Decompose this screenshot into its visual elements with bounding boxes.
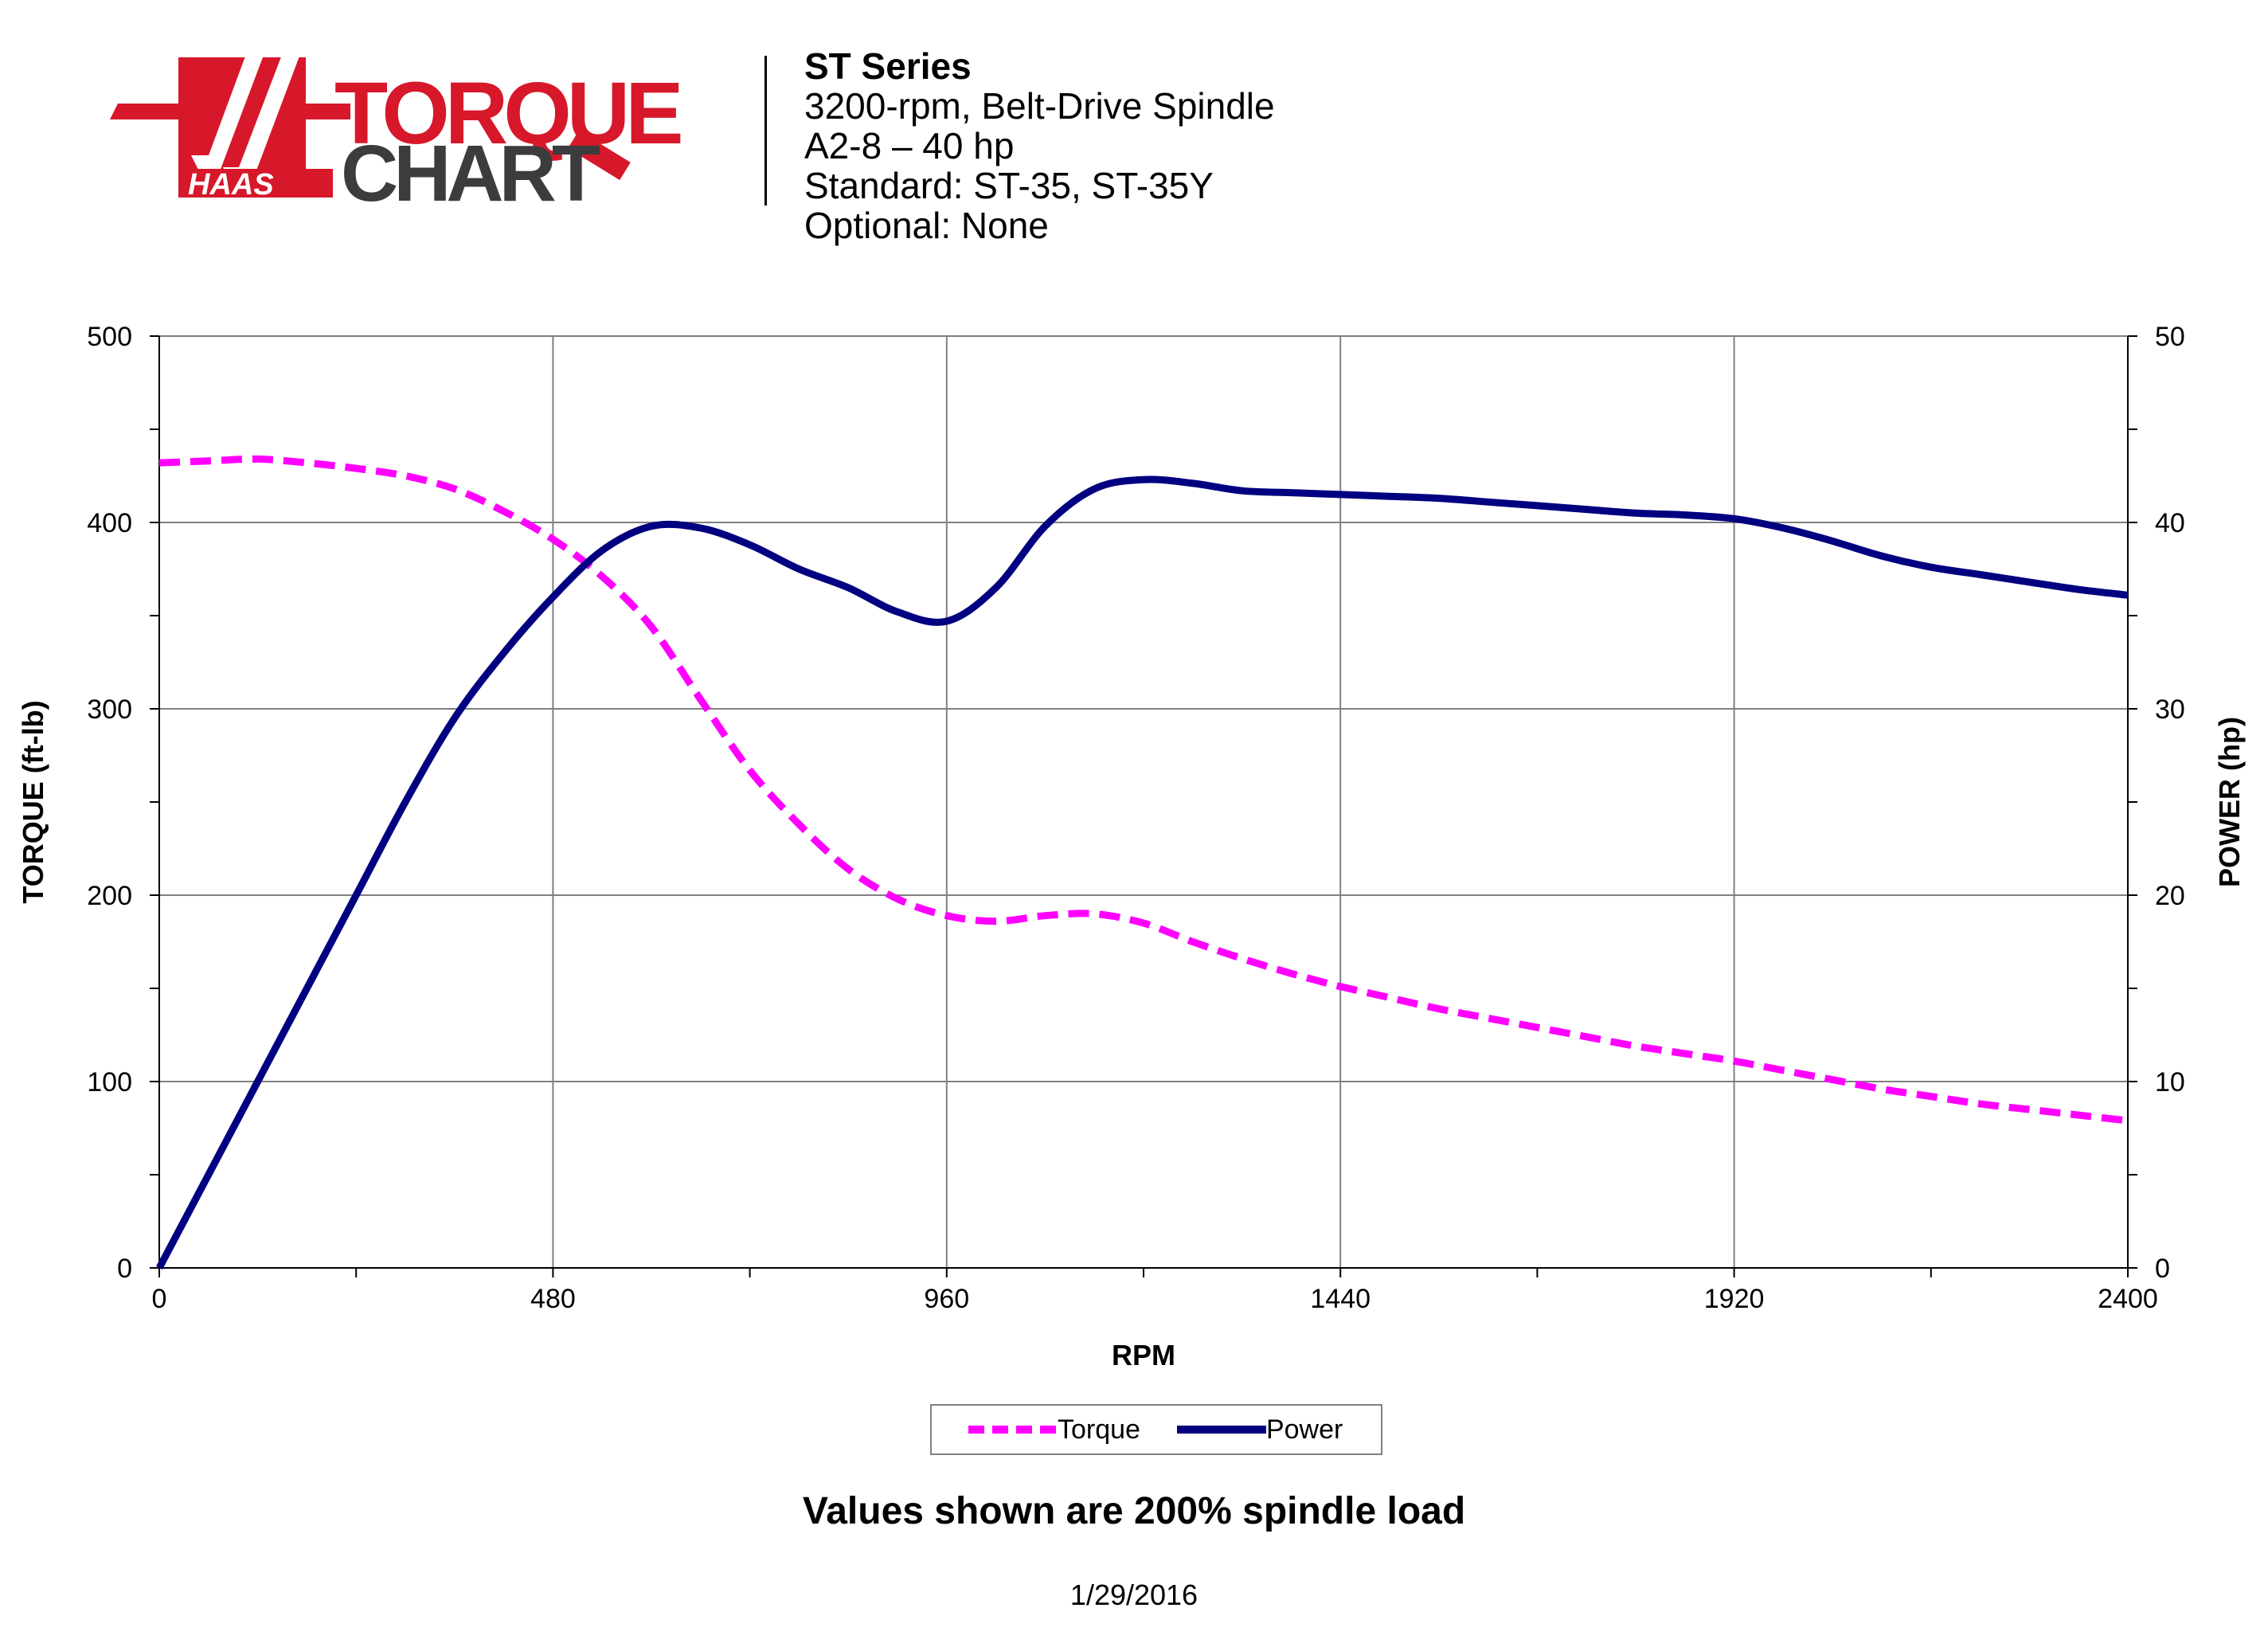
- y2-tick-label-30: 30: [2155, 694, 2185, 725]
- legend-label-torque: Torque: [1058, 1414, 1140, 1445]
- series-line-power: [156, 475, 2129, 1270]
- y-axis-label: TORQUE (ft-lb): [17, 700, 49, 903]
- x-axis-label: RPM: [1112, 1339, 1175, 1371]
- legend-item-torque: Torque: [968, 1414, 1140, 1446]
- x-tick-label-2400: 2400: [2098, 1284, 2158, 1314]
- y2-tick-label-50: 50: [2155, 322, 2185, 352]
- optional-models: Optional: None: [804, 205, 1049, 246]
- y-tick-label-300: 300: [87, 694, 132, 725]
- legend-item-power: Power: [1176, 1414, 1343, 1446]
- x-tick-label-1920: 1920: [1704, 1284, 1765, 1314]
- x-tick-label-960: 960: [924, 1284, 969, 1314]
- y-tick-label-0: 0: [117, 1254, 132, 1284]
- y-tick-label-400: 400: [87, 508, 132, 538]
- y2-tick-label-10: 10: [2155, 1067, 2185, 1097]
- y2-axis-label: POWER (hp): [2213, 717, 2246, 887]
- series-line-torque: [158, 455, 2129, 1125]
- spindle-load-note: Values shown are 200% spindle load: [802, 1490, 1466, 1532]
- plot-frame: [158, 335, 2129, 1269]
- y-tick-label-100: 100: [87, 1067, 132, 1097]
- x-tick-label-0: 0: [152, 1284, 167, 1314]
- nose-power-spec: A2-8 – 40 hp: [804, 125, 1015, 166]
- series-title: ST Series: [804, 45, 972, 87]
- standard-models: Standard: ST-35, ST-35Y: [804, 165, 1214, 206]
- legend-swatch-torque: [968, 1426, 1058, 1434]
- svg-text:HAAS: HAAS: [188, 168, 274, 201]
- y2-tick-label-0: 0: [2155, 1254, 2170, 1284]
- chart-date: 1/29/2016: [1069, 1579, 1199, 1611]
- haas-logo: HAAS TORQUE CHART: [110, 38, 686, 218]
- chart-header: ST Series 3200-rpm, Belt-Drive Spindle A…: [804, 46, 1275, 245]
- legend-swatch-power: [1176, 1426, 1266, 1434]
- y-tick-label-200: 200: [87, 881, 132, 911]
- x-tick-label-1440: 1440: [1310, 1284, 1371, 1314]
- y2-tick-label-40: 40: [2155, 508, 2185, 538]
- svg-text:CHART: CHART: [341, 129, 600, 218]
- x-tick-label-480: 480: [530, 1284, 576, 1314]
- spindle-spec: 3200-rpm, Belt-Drive Spindle: [804, 85, 1275, 127]
- chart-legend: Torque Power: [930, 1404, 1382, 1455]
- svg-text:TORQUE: TORQUE: [334, 65, 681, 162]
- y2-tick-label-20: 20: [2155, 881, 2185, 911]
- y-tick-label-500: 500: [87, 322, 132, 352]
- legend-label-power: Power: [1265, 1414, 1343, 1445]
- header-divider: [764, 56, 767, 205]
